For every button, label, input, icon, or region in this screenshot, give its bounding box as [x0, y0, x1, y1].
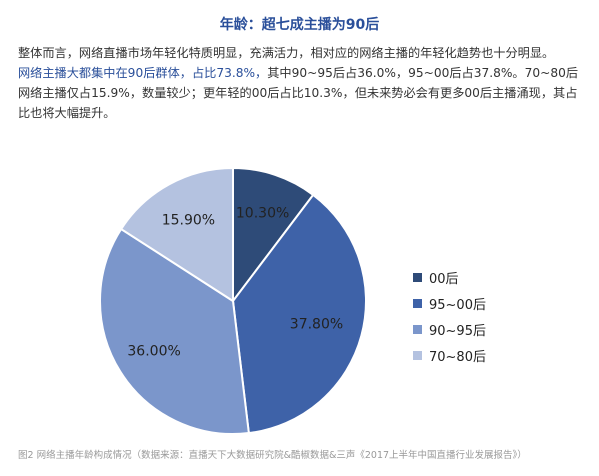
pie-slice-2 — [231, 193, 367, 435]
figure-caption: 图2 网络主播年龄构成情况（数据来源：直播天下大数据研究院&酷椒数据&三声《20… — [18, 450, 527, 461]
legend-swatch-1 — [413, 273, 422, 282]
legend-label-2: 95~00后 — [429, 298, 486, 313]
legend-swatch-2 — [413, 299, 422, 308]
pie-slice-4 — [119, 166, 234, 303]
pie-slices — [99, 166, 367, 435]
paragraph-line-1: 整体而言，网络直播市场年轻化特质明显，充满活力，相对应的网络主播的年轻化趋势也十… — [18, 46, 555, 60]
legend-label-3: 90~95后 — [429, 324, 486, 339]
legend-label-1: 00后 — [429, 272, 459, 287]
pie-slice-1 — [232, 166, 315, 304]
page-title: 年龄：超七成主播为90后 — [219, 17, 380, 33]
chart-legend: 00后 95~00后 90~95后 70~80后 — [413, 272, 486, 365]
pie-labels: 10.30% 37.80% 36.00% 15.90% — [127, 206, 343, 360]
pie-chart: 10.30% 37.80% 36.00% 15.90% 00后 95~00后 90~95后… — [99, 166, 486, 435]
legend-swatch-3 — [413, 325, 422, 334]
legend-swatch-4 — [413, 351, 422, 360]
slice-label-2: 37.80% — [290, 317, 343, 333]
intro-paragraph: 整体而言，网络直播市场年轻化特质明显，充满活力，相对应的网络主播的年轻化趋势也十… — [18, 43, 584, 123]
pie-slice-3 — [99, 227, 250, 435]
slice-label-1: 10.30% — [236, 206, 289, 222]
paragraph-rest: 其中90~95后占36.0%，95~00后占37.8%。70~80后网络主播仅占… — [18, 66, 579, 120]
legend-label-4: 70~80后 — [429, 350, 486, 365]
paragraph-highlight: 网络主播大都集中在90后群体，占比73.8%， — [18, 66, 268, 80]
slice-label-3: 36.00% — [127, 343, 180, 359]
slice-label-4: 15.90% — [162, 212, 215, 228]
